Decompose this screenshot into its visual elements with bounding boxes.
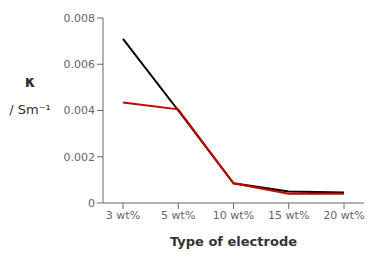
svg-text:Type of electrode: Type of electrode (170, 234, 297, 249)
svg-text:10 wt%: 10 wt% (213, 209, 254, 222)
svg-text:κ: κ (25, 73, 36, 91)
svg-text:5 wt%: 5 wt% (161, 209, 195, 222)
svg-text:20 wt%: 20 wt% (323, 209, 364, 222)
svg-text:15 wt%: 15 wt% (268, 209, 309, 222)
svg-text:0.004: 0.004 (64, 104, 96, 117)
svg-text:0.008: 0.008 (64, 12, 96, 25)
svg-text:0: 0 (88, 197, 95, 210)
svg-text:0.006: 0.006 (64, 58, 96, 71)
svg-text:0.002: 0.002 (64, 151, 96, 164)
svg-text:3 wt%: 3 wt% (106, 209, 140, 222)
svg-text:/ Sm⁻¹: / Sm⁻¹ (9, 102, 51, 117)
